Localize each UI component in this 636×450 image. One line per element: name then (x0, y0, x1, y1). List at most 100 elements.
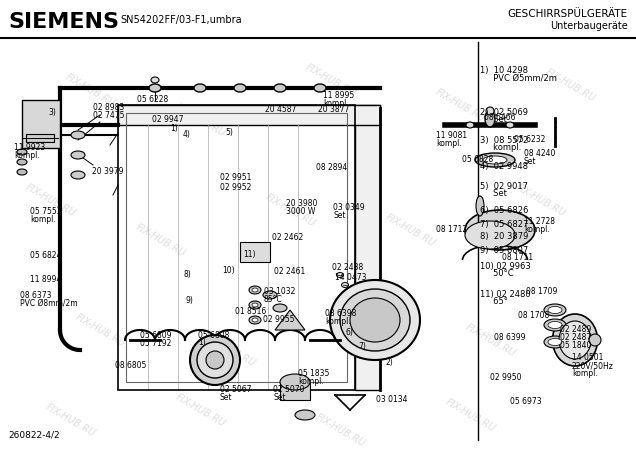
Text: 08 6805: 08 6805 (115, 360, 146, 369)
Ellipse shape (252, 288, 258, 292)
Text: FIX-HUB.RU: FIX-HUB.RU (63, 72, 117, 108)
Text: FIX-HUB.RU: FIX-HUB.RU (443, 396, 497, 433)
Text: 1): 1) (170, 123, 177, 132)
Ellipse shape (548, 306, 562, 314)
Text: 4)  02 9948: 4) 02 9948 (480, 162, 528, 171)
Text: 05 6824: 05 6824 (30, 251, 62, 260)
Text: 02 2489: 02 2489 (560, 325, 591, 334)
Text: SIEMENS: SIEMENS (8, 12, 119, 32)
Text: Set: Set (480, 116, 507, 125)
Text: 11): 11) (243, 249, 256, 258)
Text: 02 5067: 02 5067 (220, 386, 251, 395)
Text: 02 5070: 02 5070 (273, 386, 305, 395)
Ellipse shape (485, 111, 495, 127)
Text: 11 8994: 11 8994 (30, 275, 61, 284)
Text: Set: Set (220, 393, 233, 402)
Text: 05 1840: 05 1840 (560, 342, 591, 351)
Text: FIX-HUB.RU: FIX-HUB.RU (314, 412, 367, 448)
Text: kompl.: kompl. (524, 225, 550, 234)
Text: 10) 02 9963: 10) 02 9963 (480, 261, 531, 270)
Text: 9)  05 6807: 9) 05 6807 (480, 246, 529, 255)
Text: 03 1032: 03 1032 (264, 287, 295, 296)
Text: 50°C: 50°C (480, 270, 514, 279)
Text: kompl.: kompl. (14, 152, 39, 161)
Text: 9): 9) (185, 296, 193, 305)
Text: 260822-4/2: 260822-4/2 (8, 431, 60, 440)
Text: Set: Set (480, 189, 507, 198)
Text: 2)  02 5069: 2) 02 5069 (480, 108, 528, 117)
Ellipse shape (336, 273, 343, 278)
Text: kompl.: kompl. (480, 144, 522, 153)
Text: 4): 4) (183, 130, 191, 139)
Ellipse shape (330, 280, 420, 360)
Text: FIX-HUB.RU: FIX-HUB.RU (543, 67, 597, 104)
Text: 05 6828: 05 6828 (462, 154, 494, 163)
Ellipse shape (252, 303, 258, 307)
Ellipse shape (544, 336, 566, 348)
Bar (26, 134, 54, 142)
Text: 08 6373: 08 6373 (20, 291, 52, 300)
Ellipse shape (274, 84, 286, 92)
Text: 3000 W: 3000 W (286, 207, 315, 216)
Ellipse shape (197, 342, 233, 378)
Text: kompl.: kompl. (30, 215, 56, 224)
Bar (240, 242, 270, 262)
Text: 02 2461: 02 2461 (274, 267, 305, 276)
Text: PVC Ø5mm/2m: PVC Ø5mm/2m (480, 73, 557, 82)
Text: 05 7192: 05 7192 (140, 339, 171, 348)
Text: FIX-HUB.RU: FIX-HUB.RU (173, 392, 227, 428)
Text: 08 2894: 08 2894 (316, 162, 347, 171)
Ellipse shape (548, 321, 562, 328)
Text: 02 8983: 02 8983 (93, 103, 124, 112)
Ellipse shape (149, 84, 161, 92)
Ellipse shape (249, 286, 261, 294)
Ellipse shape (553, 314, 597, 366)
Text: 02 2438: 02 2438 (332, 264, 363, 273)
Bar (355, 105, 380, 390)
Text: FIX-HUB.RU: FIX-HUB.RU (173, 102, 227, 138)
Text: FIX-HUB.RU: FIX-HUB.RU (433, 87, 487, 123)
Text: FIX-HUB.RU: FIX-HUB.RU (333, 302, 387, 338)
Text: 20 3979: 20 3979 (92, 167, 123, 176)
Ellipse shape (340, 289, 410, 351)
Text: 11 8995: 11 8995 (323, 91, 354, 100)
Text: 20 3877: 20 3877 (318, 105, 349, 114)
Text: 20 3980: 20 3980 (286, 198, 317, 207)
Text: 08 1708: 08 1708 (518, 311, 550, 320)
Text: FIX-HUB.RU: FIX-HUB.RU (43, 402, 97, 438)
Ellipse shape (589, 334, 601, 346)
Ellipse shape (486, 107, 494, 115)
Text: kompl.: kompl. (436, 139, 462, 148)
Text: SN54202FF/03-F1,umbra: SN54202FF/03-F1,umbra (120, 15, 242, 25)
Text: 11 2728: 11 2728 (524, 217, 555, 226)
Text: 08 6466: 08 6466 (484, 112, 516, 122)
Text: FIX-HUB.RU: FIX-HUB.RU (73, 312, 127, 348)
Ellipse shape (190, 335, 240, 385)
Text: GESCHIRRSPÜLGERÄTE: GESCHIRRSPÜLGERÄTE (508, 9, 628, 19)
Ellipse shape (280, 374, 310, 390)
Text: 11) 02 2480: 11) 02 2480 (480, 289, 530, 298)
Ellipse shape (71, 171, 85, 179)
Text: 1): 1) (198, 338, 206, 347)
Ellipse shape (206, 351, 224, 369)
Ellipse shape (475, 153, 515, 167)
Text: 01 8516: 01 8516 (235, 306, 266, 315)
Text: 6): 6) (346, 328, 354, 337)
Ellipse shape (544, 304, 566, 316)
Text: FIX-HUB.RU: FIX-HUB.RU (24, 182, 77, 218)
Ellipse shape (252, 318, 258, 322)
Text: 10): 10) (222, 266, 235, 274)
Text: kompl.: kompl. (572, 369, 598, 378)
Bar (126, 113, 347, 382)
Text: 02 9951: 02 9951 (220, 174, 251, 183)
Ellipse shape (295, 410, 315, 420)
Text: 20 4587: 20 4587 (265, 105, 296, 114)
Text: 05 7553: 05 7553 (30, 207, 62, 216)
Text: 85°C: 85°C (264, 294, 283, 303)
Ellipse shape (465, 221, 515, 249)
Text: kompl.: kompl. (298, 378, 324, 387)
Ellipse shape (71, 131, 85, 139)
Ellipse shape (476, 196, 484, 216)
Text: 08 1712: 08 1712 (436, 225, 467, 234)
Text: 05 6973: 05 6973 (510, 397, 542, 406)
